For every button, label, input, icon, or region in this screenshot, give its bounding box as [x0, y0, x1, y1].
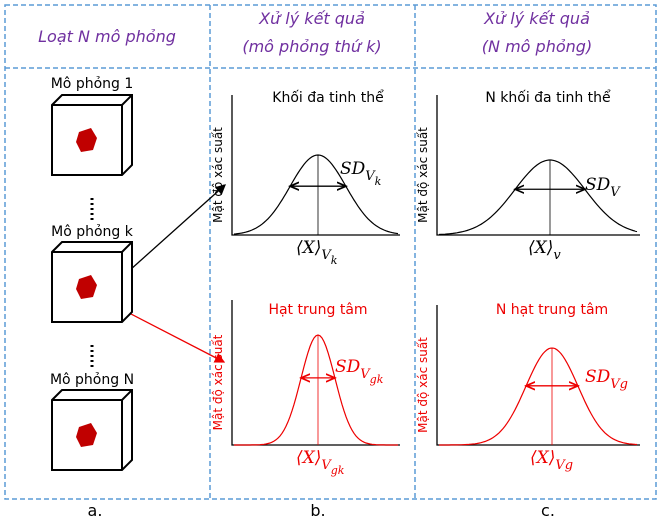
gaussian — [439, 160, 637, 235]
header-b: Xử lý kết quả — [258, 9, 365, 28]
sd-label-sub: Vg — [610, 377, 628, 392]
sd-label-main: SD — [585, 367, 611, 387]
mean-label-main: ⟨X⟩ — [296, 238, 321, 258]
mean-label-subsub: k — [331, 254, 338, 267]
header-c: (N mô phỏng) — [482, 37, 592, 56]
caption: b. — [310, 501, 325, 520]
diagram: Loạt N mô phỏng Xử lý kết quả (mô phỏng … — [0, 0, 662, 521]
simulation-label: Mô phỏng 1 — [51, 76, 134, 92]
y-label: Mật độ xác suất — [416, 127, 430, 223]
gaussian — [234, 155, 398, 234]
mean-label: ⟨X⟩v — [528, 238, 561, 263]
mean-label-sub: v — [553, 248, 561, 263]
header-b: (mô phỏng thứ k) — [242, 37, 381, 56]
sd-label-subsub: gk — [370, 373, 384, 386]
mean-label: ⟨X⟩Vgk — [296, 448, 345, 477]
sd-label: SDVg — [585, 367, 628, 392]
mean-label: ⟨X⟩Vg — [530, 448, 573, 473]
y-label: Mật độ xác suất — [416, 337, 430, 433]
gaussian — [234, 335, 398, 445]
mean-label: ⟨X⟩Vk — [296, 238, 338, 267]
header-c: Xử lý kết quả — [483, 9, 590, 28]
y-label: Mật độ xác suất — [211, 127, 225, 223]
mean-label-sub: Vg — [555, 458, 573, 473]
panel-title: Khối đa tinh thể — [272, 89, 384, 106]
simulation-label: Mô phỏng k — [51, 224, 134, 240]
gaussian — [439, 348, 637, 445]
axes — [232, 95, 400, 235]
mean-label-main: ⟨X⟩ — [296, 448, 321, 468]
sd-label-sub: V — [610, 185, 621, 200]
mean-label-subsub: gk — [331, 464, 345, 477]
header-a: Loạt N mô phỏng — [38, 27, 176, 46]
sd-label-subsub: k — [375, 175, 382, 188]
panel-title: Hạt trung tâm — [268, 302, 367, 318]
y-label: Mật độ xác suất — [211, 334, 225, 430]
axes — [437, 95, 640, 235]
mean-label-main: ⟨X⟩ — [528, 238, 553, 258]
simulation-label: Mô phỏng N — [50, 372, 134, 388]
sd-label: SDVk — [340, 159, 382, 188]
panel-title: N hạt trung tâm — [496, 302, 608, 318]
sd-label-main: SD — [585, 175, 611, 195]
sd-label: SDVgk — [335, 357, 384, 386]
sd-label-main: SD — [340, 159, 366, 179]
mean-label-main: ⟨X⟩ — [530, 448, 555, 468]
panel-title: N khối đa tinh thể — [485, 89, 611, 106]
caption: a. — [88, 501, 103, 520]
sd-label-main: SD — [335, 357, 361, 377]
caption: c. — [541, 501, 555, 520]
